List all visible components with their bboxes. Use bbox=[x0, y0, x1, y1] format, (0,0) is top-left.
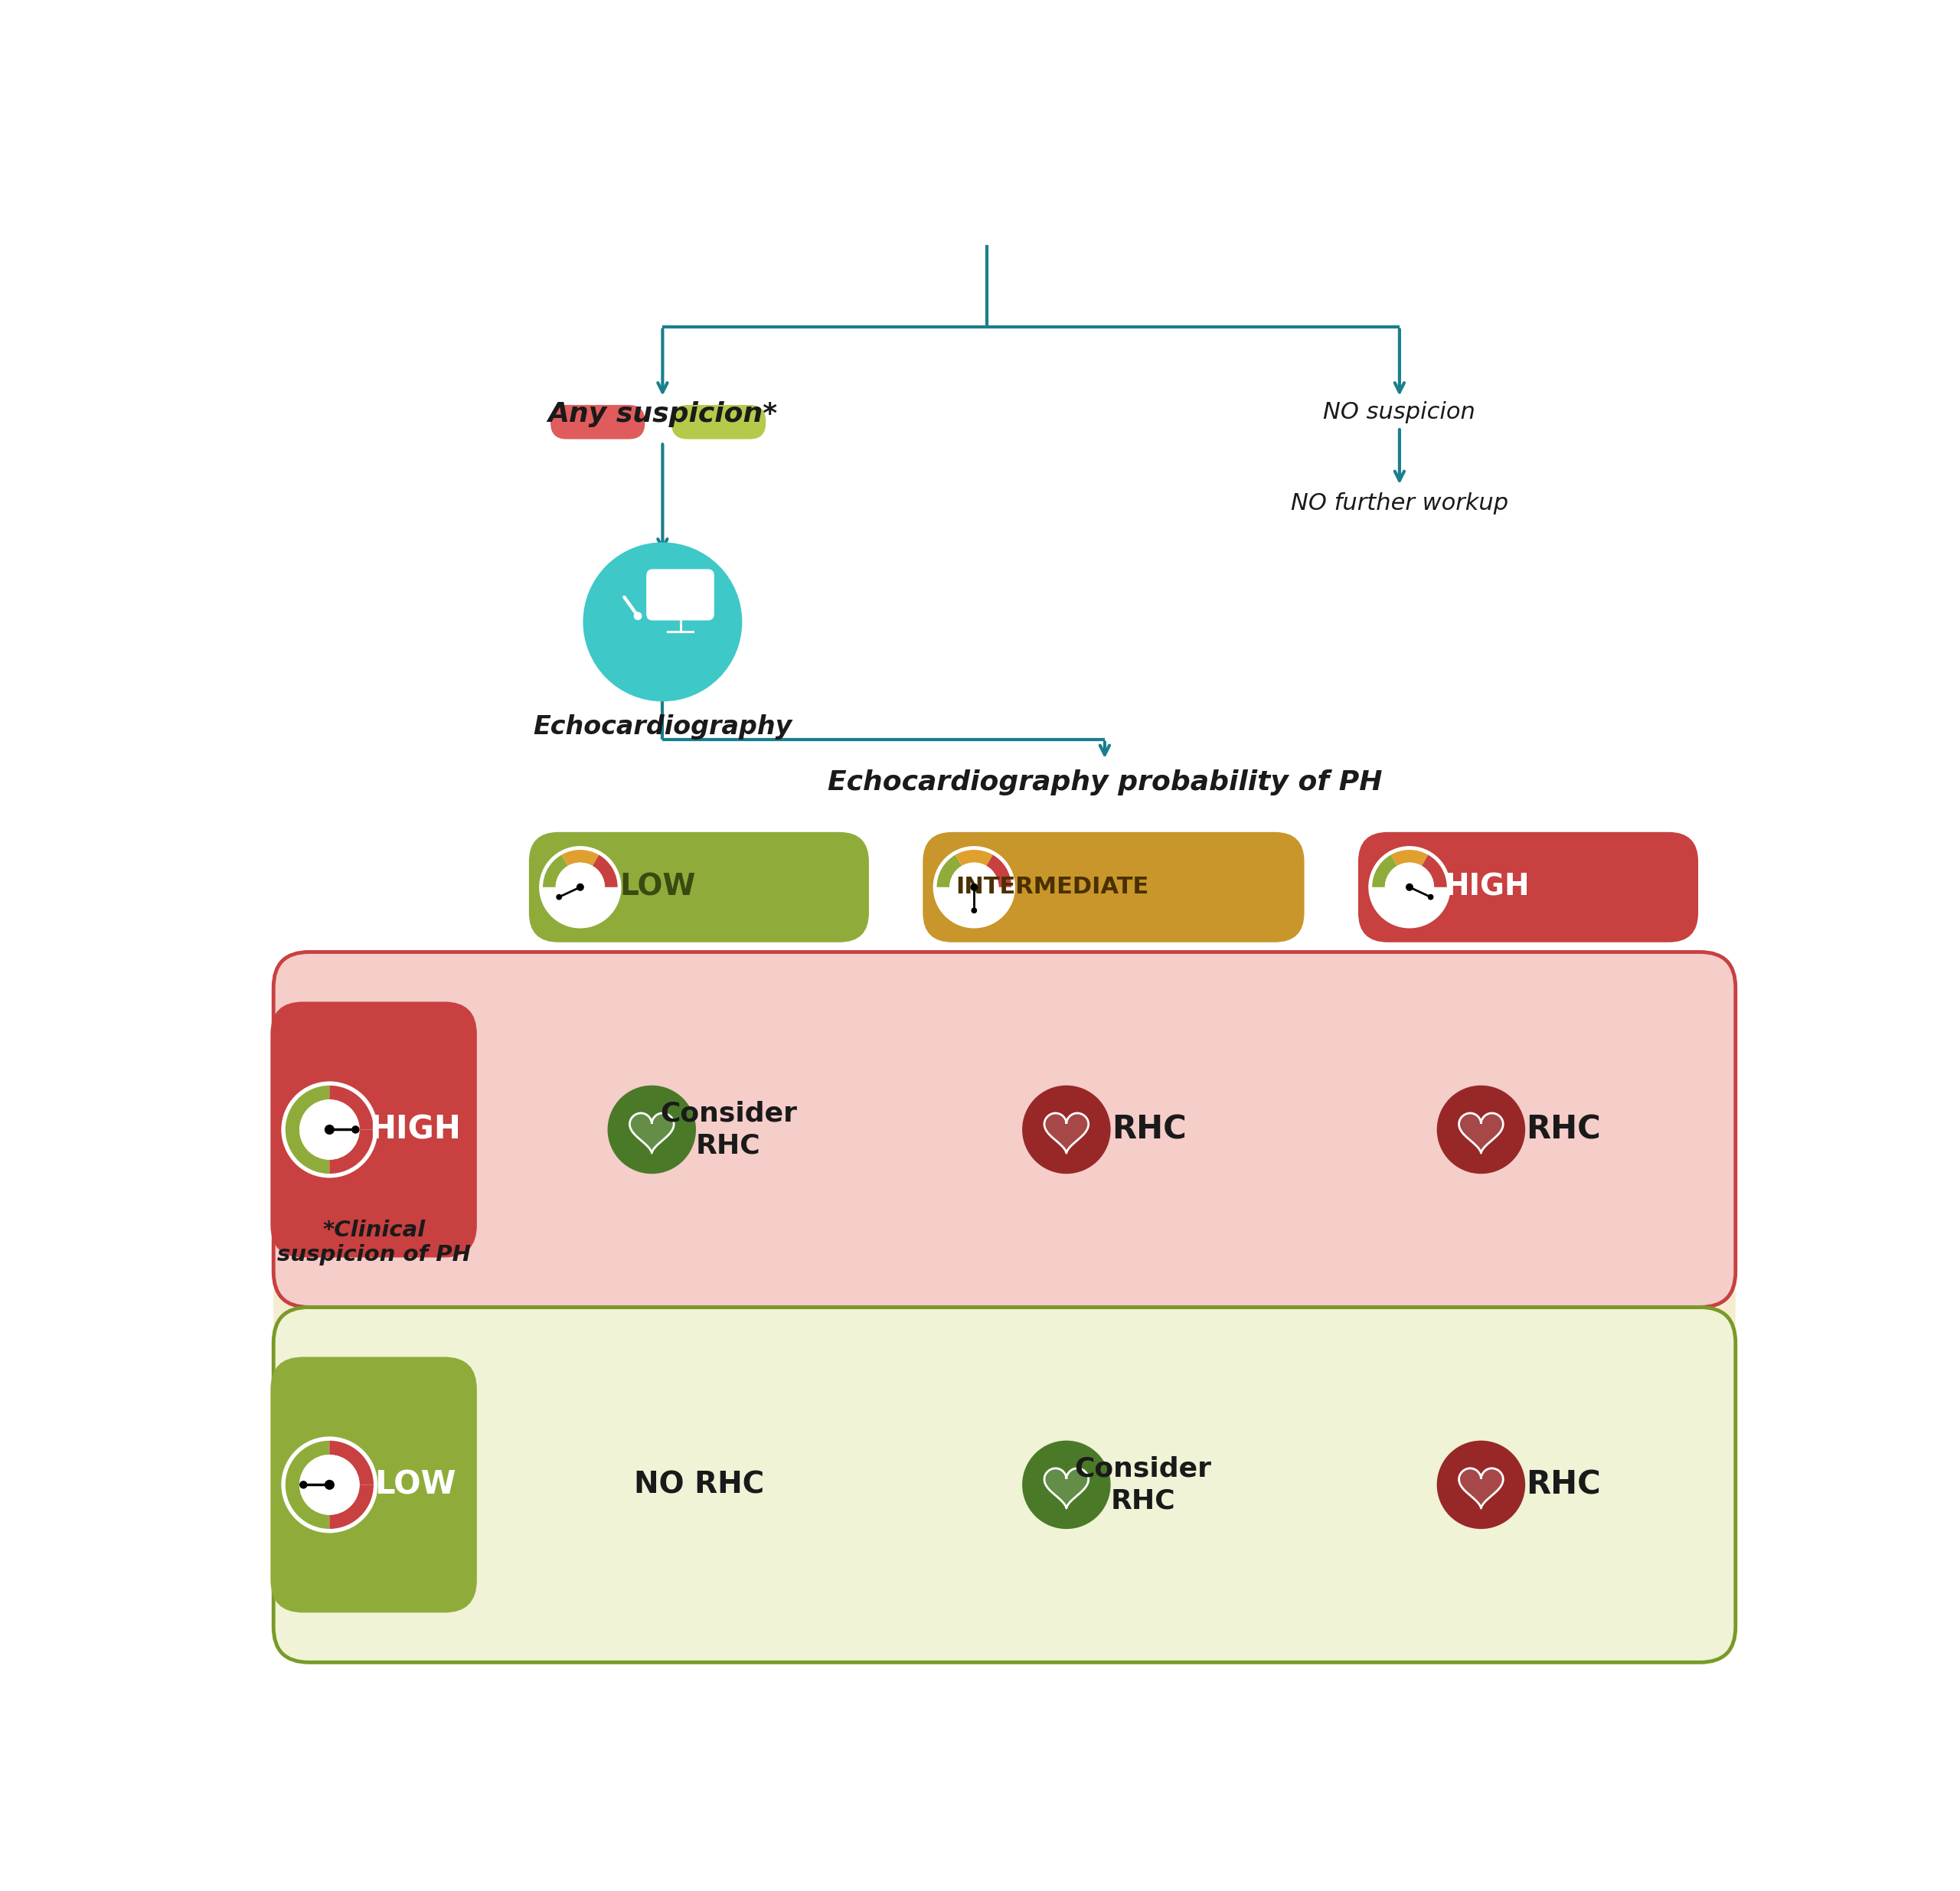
Wedge shape bbox=[955, 849, 994, 866]
FancyBboxPatch shape bbox=[1358, 832, 1697, 942]
Wedge shape bbox=[1392, 849, 1429, 866]
Wedge shape bbox=[592, 855, 617, 887]
FancyBboxPatch shape bbox=[529, 832, 868, 942]
Text: Consider
RHC: Consider RHC bbox=[1074, 1456, 1211, 1515]
Circle shape bbox=[351, 1125, 359, 1133]
FancyBboxPatch shape bbox=[274, 951, 1735, 1662]
Circle shape bbox=[1386, 862, 1435, 911]
Polygon shape bbox=[1458, 1467, 1503, 1509]
Polygon shape bbox=[1045, 1467, 1088, 1509]
Text: Echocardiography probability of PH: Echocardiography probability of PH bbox=[827, 770, 1382, 796]
Polygon shape bbox=[629, 1114, 674, 1154]
Circle shape bbox=[970, 908, 978, 913]
FancyBboxPatch shape bbox=[672, 405, 766, 439]
Text: Any suspicion*: Any suspicion* bbox=[547, 401, 778, 427]
Text: Consider
RHC: Consider RHC bbox=[661, 1101, 798, 1159]
Wedge shape bbox=[329, 1085, 374, 1129]
Circle shape bbox=[557, 894, 563, 900]
Circle shape bbox=[1023, 1085, 1111, 1174]
Circle shape bbox=[949, 862, 1000, 911]
Text: RHC: RHC bbox=[1527, 1114, 1601, 1146]
FancyBboxPatch shape bbox=[923, 832, 1303, 942]
Wedge shape bbox=[986, 855, 1011, 887]
Text: *Clinical
suspicion of PH: *Clinical suspicion of PH bbox=[276, 1220, 470, 1265]
FancyBboxPatch shape bbox=[649, 571, 713, 618]
Circle shape bbox=[325, 1125, 335, 1135]
Text: LOW: LOW bbox=[374, 1469, 457, 1501]
Wedge shape bbox=[286, 1441, 329, 1528]
Wedge shape bbox=[286, 1085, 329, 1174]
Text: NO suspicion: NO suspicion bbox=[1323, 401, 1476, 424]
Circle shape bbox=[555, 862, 606, 911]
Circle shape bbox=[1366, 845, 1452, 930]
Wedge shape bbox=[1421, 855, 1446, 887]
Text: NO further workup: NO further workup bbox=[1292, 492, 1509, 514]
Polygon shape bbox=[1045, 1114, 1088, 1154]
Circle shape bbox=[537, 845, 623, 930]
Wedge shape bbox=[329, 1484, 374, 1528]
Circle shape bbox=[300, 1454, 359, 1515]
FancyBboxPatch shape bbox=[274, 951, 1735, 1307]
Wedge shape bbox=[937, 855, 962, 887]
Circle shape bbox=[280, 1080, 380, 1180]
Text: LOW: LOW bbox=[619, 872, 696, 902]
Text: HIGH: HIGH bbox=[368, 1114, 461, 1146]
Circle shape bbox=[970, 883, 978, 891]
Circle shape bbox=[280, 1435, 380, 1535]
Wedge shape bbox=[329, 1129, 374, 1174]
Circle shape bbox=[325, 1481, 335, 1490]
Wedge shape bbox=[329, 1441, 374, 1484]
Circle shape bbox=[1427, 894, 1433, 900]
Circle shape bbox=[300, 1481, 308, 1488]
Wedge shape bbox=[561, 849, 600, 866]
Circle shape bbox=[1405, 883, 1413, 891]
Circle shape bbox=[1437, 1085, 1525, 1174]
FancyBboxPatch shape bbox=[270, 1358, 476, 1613]
Circle shape bbox=[576, 883, 584, 891]
Text: INTERMEDIATE: INTERMEDIATE bbox=[955, 876, 1149, 898]
Circle shape bbox=[1437, 1441, 1525, 1530]
Circle shape bbox=[633, 613, 643, 620]
Circle shape bbox=[931, 845, 1017, 930]
Polygon shape bbox=[1458, 1114, 1503, 1154]
Circle shape bbox=[608, 1085, 696, 1174]
FancyBboxPatch shape bbox=[274, 1307, 1735, 1662]
Text: Echocardiography: Echocardiography bbox=[533, 715, 792, 739]
Circle shape bbox=[300, 1099, 359, 1159]
Text: RHC: RHC bbox=[1527, 1469, 1601, 1501]
Text: HIGH: HIGH bbox=[1445, 872, 1531, 902]
Wedge shape bbox=[1372, 855, 1397, 887]
FancyBboxPatch shape bbox=[551, 405, 645, 439]
FancyBboxPatch shape bbox=[270, 1002, 476, 1258]
Circle shape bbox=[582, 543, 743, 702]
Text: RHC: RHC bbox=[1111, 1114, 1186, 1146]
Circle shape bbox=[1023, 1441, 1111, 1530]
Wedge shape bbox=[543, 855, 568, 887]
Text: NO RHC: NO RHC bbox=[633, 1469, 764, 1500]
